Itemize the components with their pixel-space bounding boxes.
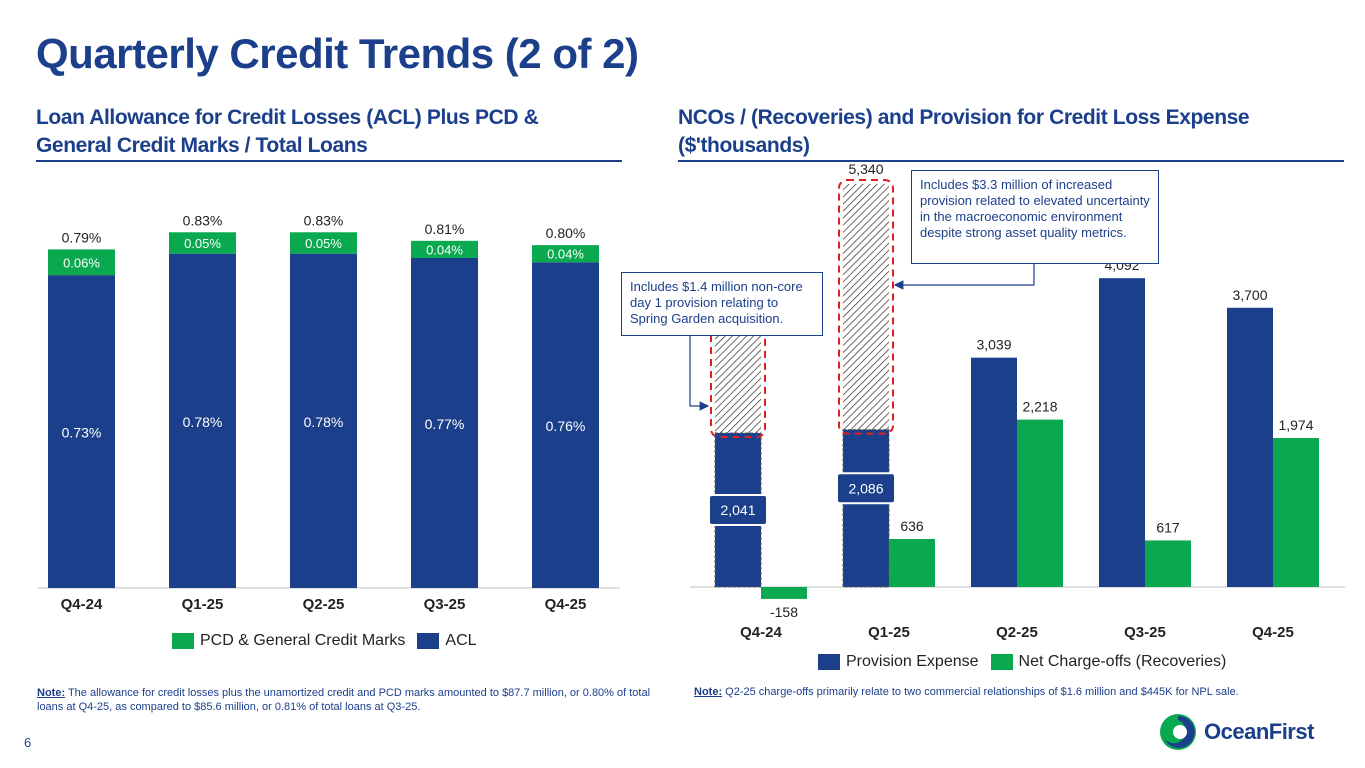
provision-core-label-box — [708, 493, 768, 526]
nco-bar — [1145, 540, 1191, 587]
provision-core-outline — [842, 429, 890, 588]
right-chart-subtitle: NCOs / (Recoveries) and Provision for Cr… — [678, 104, 1250, 160]
left-subtitle-rule — [36, 160, 622, 162]
total-data-label: 0.80% — [546, 225, 586, 241]
left-note-text: The allowance for credit losses plus the… — [37, 687, 651, 713]
provision-bar — [1099, 278, 1145, 587]
x-tick-label: Q4-24 — [740, 624, 782, 641]
provision-core-data-label: 2,086 — [848, 480, 883, 496]
right-subtitle-line2: ($'thousands) — [678, 134, 810, 157]
provision-data-label: 3,700 — [1232, 287, 1267, 303]
acl-bar — [169, 253, 236, 588]
acl-data-label: 0.78% — [304, 414, 344, 430]
legend-label-pcd: PCD & General Credit Marks — [200, 632, 406, 649]
legend-swatch-pcd — [172, 633, 194, 649]
legend-swatch-provision — [818, 654, 840, 670]
company-logo: OceanFirst — [1158, 712, 1314, 752]
x-tick-label: Q2-25 — [996, 624, 1038, 641]
x-tick-label: Q4-25 — [545, 596, 587, 613]
legend-label-provision: Provision Expense — [846, 653, 979, 670]
legend-swatch-acl — [417, 633, 440, 649]
callout-macroeconomic: Includes $3.3 million of increased provi… — [911, 170, 1159, 264]
x-tick-label: Q3-25 — [1124, 624, 1166, 641]
x-tick-label: Q1-25 — [182, 596, 224, 613]
total-data-label: 0.83% — [304, 212, 344, 228]
provision-core-data-label: 2,041 — [720, 502, 755, 518]
nco-data-label: 617 — [1156, 519, 1180, 535]
acl-data-label: 0.73% — [62, 425, 102, 441]
provision-core-bar — [843, 429, 889, 587]
left-note: Note: The allowance for credit losses pl… — [37, 686, 657, 714]
acl-data-label: 0.76% — [546, 418, 586, 434]
provision-bar — [1227, 307, 1273, 587]
x-tick-label: Q2-25 — [303, 596, 345, 613]
provision-noncore-hatched-bar — [843, 184, 889, 430]
provision-core-label-box — [836, 472, 896, 505]
nco-data-label: -158 — [770, 604, 798, 620]
provision-data-label: 5,340 — [848, 161, 883, 177]
acl-data-label: 0.77% — [425, 416, 465, 432]
pcd-bar — [169, 232, 236, 254]
nco-data-label: 1,974 — [1278, 417, 1313, 433]
total-data-label: 0.79% — [62, 229, 102, 245]
right-note-text: Q2-25 charge-offs primarily relate to tw… — [722, 686, 1239, 698]
x-tick-label: Q4-25 — [1252, 624, 1294, 641]
nco-bar — [761, 587, 807, 599]
x-tick-label: Q3-25 — [424, 596, 466, 613]
pcd-bar — [290, 232, 357, 254]
x-tick-label: Q4-24 — [61, 596, 103, 613]
pcd-data-label: 0.04% — [547, 247, 584, 262]
right-note-label: Note: — [694, 686, 723, 698]
right-note: Note: Q2-25 charge-offs primarily relate… — [694, 685, 1334, 699]
left-subtitle-line1: Loan Allowance for Credit Losses (ACL) P… — [36, 106, 539, 129]
pcd-data-label: 0.05% — [184, 236, 221, 251]
page-title: Quarterly Credit Trends (2 of 2) — [36, 30, 639, 77]
callout2-arrow — [893, 264, 1035, 290]
acl-bar — [290, 253, 357, 588]
callout-spring-garden: Includes $1.4 million non-core day 1 pro… — [621, 272, 823, 336]
pcd-data-label: 0.06% — [63, 255, 100, 270]
provision-data-label: 3,039 — [976, 337, 1011, 353]
right-subtitle-rule — [678, 160, 1344, 162]
pcd-data-label: 0.04% — [426, 242, 463, 257]
acl-bar — [48, 275, 115, 588]
right-legend: Provision Expense Net Charge-offs (Recov… — [818, 653, 1226, 671]
noncore-highlight-outline — [838, 179, 894, 435]
provision-bar — [971, 357, 1017, 587]
callout1-arrow — [689, 336, 710, 411]
pcd-bar — [532, 245, 599, 263]
oceanfirst-logo-icon — [1160, 714, 1196, 750]
x-tick-label: Q1-25 — [868, 624, 910, 641]
left-note-label: Note: — [37, 687, 66, 699]
legend-swatch-nco — [990, 654, 1013, 670]
total-data-label: 0.81% — [425, 221, 465, 237]
acl-bar — [532, 262, 599, 588]
provision-core-outline — [714, 432, 762, 588]
total-data-label: 0.83% — [183, 212, 223, 228]
left-subtitle-line2: General Credit Marks / Total Loans — [36, 134, 368, 157]
pcd-bar — [48, 249, 115, 276]
nco-data-label: 2,218 — [1022, 399, 1057, 415]
nco-bar — [1273, 438, 1319, 587]
legend-label-nco: Net Charge-offs (Recoveries) — [1018, 653, 1227, 670]
nco-bar — [889, 539, 935, 587]
acl-bar — [411, 257, 478, 588]
pcd-data-label: 0.05% — [305, 236, 342, 251]
left-chart-subtitle: Loan Allowance for Credit Losses (ACL) P… — [36, 104, 539, 160]
right-subtitle-line1: NCOs / (Recoveries) and Provision for Cr… — [678, 106, 1250, 129]
logo-text: OceanFirst — [1204, 719, 1314, 744]
pcd-bar — [411, 240, 478, 258]
nco-bar — [1017, 419, 1063, 587]
left-legend: PCD & General Credit Marks ACL — [172, 632, 477, 650]
nco-data-label: 636 — [900, 518, 924, 534]
legend-label-acl: ACL — [445, 632, 477, 649]
page-number: 6 — [24, 735, 32, 750]
acl-data-label: 0.78% — [183, 414, 223, 430]
provision-noncore-hatched-bar — [715, 325, 761, 433]
